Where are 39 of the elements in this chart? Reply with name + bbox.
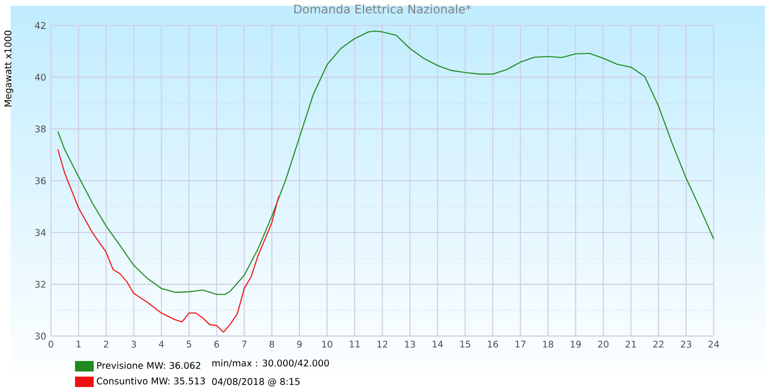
- text: 04/08/2018 @ 8:15: [212, 378, 300, 387]
- y-tick-label: 34: [35, 229, 46, 236]
- x-tick-label: 10: [322, 340, 332, 348]
- x-tick-label: 6: [214, 340, 219, 348]
- y-tick-label: 42: [35, 22, 46, 30]
- y-tick-label: 36: [35, 177, 46, 184]
- y-tick-label: 38: [35, 126, 46, 133]
- x-tick-label: 17: [516, 340, 526, 348]
- legend-label: Previsione MW: 36.062: [97, 362, 200, 370]
- x-tick-label: 5: [186, 340, 192, 348]
- x-tick-label: 24: [708, 340, 720, 348]
- x-tick-label: 8: [270, 340, 274, 348]
- x-tick-label: 3: [132, 340, 136, 348]
- x-tick-label: 12: [377, 340, 388, 348]
- x-tick-label: 9: [297, 340, 302, 348]
- line-series: [57, 149, 280, 333]
- x-tick-label: 11: [350, 340, 360, 348]
- x-tick-label: 16: [488, 340, 498, 348]
- x-tick-label: 7: [242, 340, 246, 348]
- x-tick-label: 20: [598, 340, 608, 348]
- y-axis-title: Megawatt x1000: [4, 30, 14, 107]
- text: min/max : 30.000/42.000: [212, 360, 329, 368]
- x-tick-label: 23: [680, 340, 692, 348]
- x-tick-label: 0: [48, 340, 54, 348]
- x-tick-label: 13: [405, 340, 416, 348]
- legend-label: Consuntivo MW: 35.513: [96, 378, 205, 385]
- y-tick-label: 40: [35, 74, 46, 81]
- x-tick-label: 15: [460, 340, 470, 348]
- x-tick-label: 14: [432, 340, 443, 348]
- chart-title: Domanda Elettrica Nazionale*: [294, 4, 472, 14]
- x-tick-label: 1: [76, 340, 81, 348]
- y-tick-label: 30: [35, 332, 46, 340]
- x-tick-label: 4: [158, 340, 164, 348]
- x-tick-label: 19: [570, 340, 581, 348]
- x-tick-label: 22: [653, 340, 664, 348]
- x-tick-label: 18: [543, 340, 554, 348]
- y-tick-label: 32: [35, 281, 46, 288]
- x-tick-label: 2: [104, 340, 108, 348]
- x-tick-label: 21: [626, 340, 636, 348]
